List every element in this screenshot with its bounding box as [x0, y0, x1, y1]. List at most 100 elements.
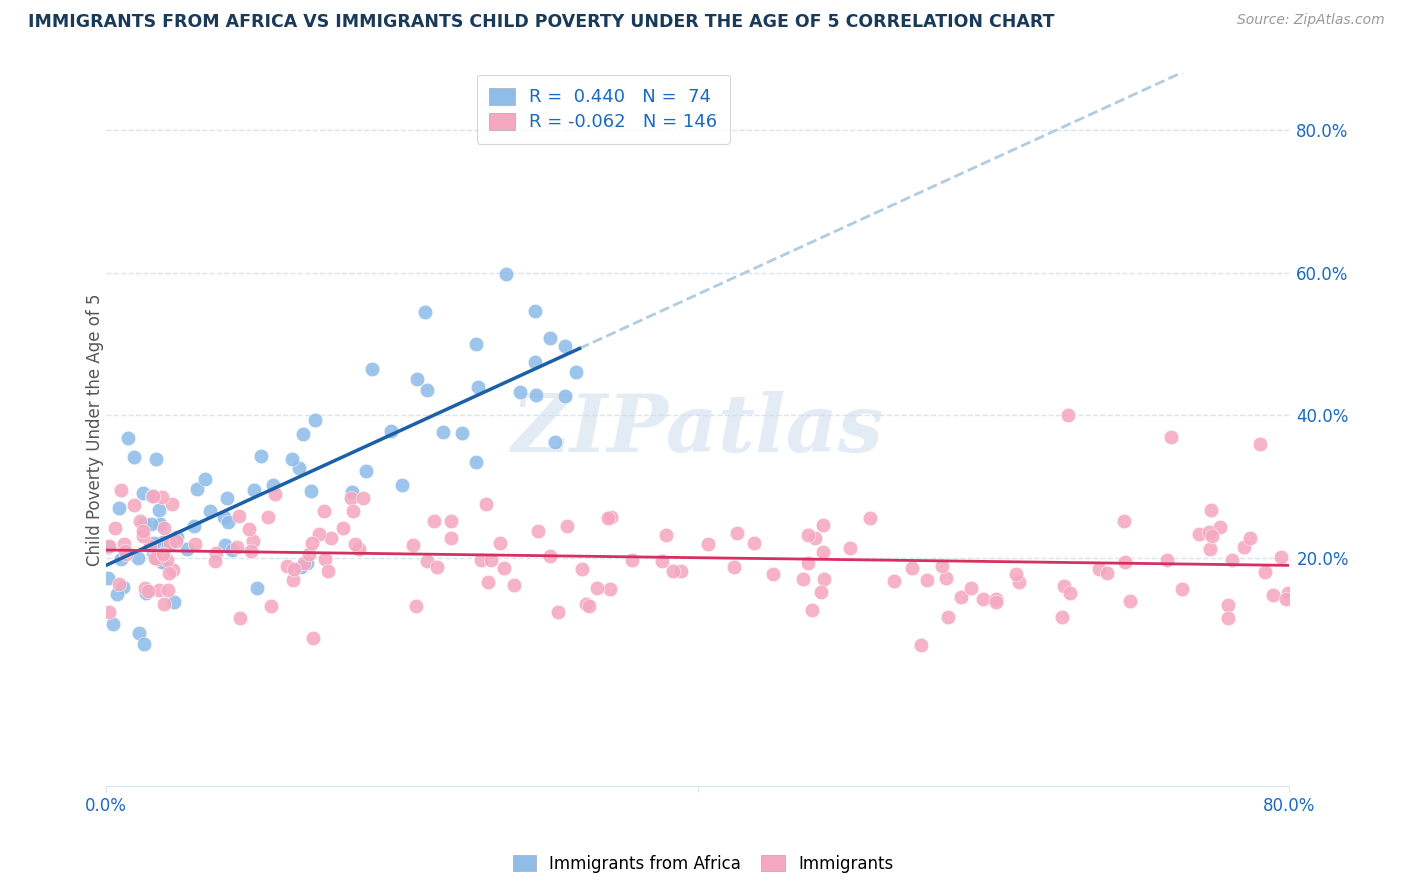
- Point: [150, 490, 173, 504]
- Point: [950, 591, 973, 605]
- Point: [132, 524, 155, 538]
- Point: [354, 464, 377, 478]
- Point: [380, 424, 402, 438]
- Point: [1005, 566, 1028, 581]
- Point: [910, 638, 932, 652]
- Point: [1263, 589, 1285, 603]
- Point: [544, 434, 567, 449]
- Point: [312, 504, 335, 518]
- Point: [145, 452, 167, 467]
- Point: [134, 637, 156, 651]
- Point: [402, 538, 425, 552]
- Point: [405, 372, 427, 386]
- Point: [194, 473, 217, 487]
- Point: [283, 562, 305, 576]
- Point: [152, 555, 174, 569]
- Point: [524, 388, 547, 402]
- Point: [226, 540, 249, 554]
- Point: [1059, 585, 1081, 599]
- Point: [416, 383, 439, 397]
- Point: [198, 504, 221, 518]
- Point: [184, 537, 207, 551]
- Point: [883, 574, 905, 589]
- Point: [859, 511, 882, 525]
- Point: [527, 524, 550, 538]
- Point: [797, 528, 820, 542]
- Point: [298, 548, 321, 562]
- Point: [800, 603, 823, 617]
- Point: [467, 380, 489, 394]
- Point: [155, 538, 177, 552]
- Point: [142, 545, 165, 559]
- Point: [186, 482, 208, 496]
- Point: [105, 587, 128, 601]
- Point: [97, 605, 120, 619]
- Point: [984, 595, 1007, 609]
- Point: [141, 489, 163, 503]
- Point: [426, 560, 449, 574]
- Point: [1198, 541, 1220, 556]
- Point: [839, 541, 862, 556]
- Point: [292, 556, 315, 570]
- Point: [214, 538, 236, 552]
- Point: [157, 566, 180, 580]
- Point: [1199, 503, 1222, 517]
- Point: [136, 583, 159, 598]
- Point: [792, 572, 814, 586]
- Point: [523, 355, 546, 369]
- Point: [796, 556, 818, 570]
- Point: [574, 597, 596, 611]
- Point: [1097, 566, 1119, 580]
- Point: [146, 549, 169, 564]
- Point: [246, 582, 269, 596]
- Legend: Immigrants from Africa, Immigrants: Immigrants from Africa, Immigrants: [506, 848, 900, 880]
- Point: [122, 499, 145, 513]
- Point: [451, 426, 474, 441]
- Point: [229, 611, 252, 625]
- Point: [143, 536, 166, 550]
- Point: [101, 617, 124, 632]
- Point: [97, 571, 120, 585]
- Point: [1220, 553, 1243, 567]
- Point: [1119, 594, 1142, 608]
- Point: [931, 558, 953, 573]
- Point: [152, 535, 174, 549]
- Point: [166, 530, 188, 544]
- Point: [538, 331, 561, 345]
- Point: [304, 413, 326, 427]
- Point: [332, 521, 354, 535]
- Point: [503, 578, 526, 592]
- Point: [1188, 526, 1211, 541]
- Point: [405, 599, 427, 614]
- Point: [314, 552, 336, 566]
- Point: [148, 582, 170, 597]
- Point: [960, 581, 983, 595]
- Point: [159, 537, 181, 551]
- Point: [128, 626, 150, 640]
- Point: [596, 511, 619, 525]
- Point: [148, 503, 170, 517]
- Point: [141, 538, 163, 552]
- Point: [586, 581, 609, 595]
- Point: [391, 478, 413, 492]
- Point: [475, 497, 498, 511]
- Point: [163, 595, 186, 609]
- Point: [470, 553, 492, 567]
- Point: [1156, 553, 1178, 567]
- Point: [157, 582, 180, 597]
- Point: [900, 561, 922, 575]
- Text: ZIPatlas: ZIPatlas: [512, 391, 884, 468]
- Text: IMMIGRANTS FROM AFRICA VS IMMIGRANTS CHILD POVERTY UNDER THE AGE OF 5 CORRELATIO: IMMIGRANTS FROM AFRICA VS IMMIGRANTS CHI…: [28, 13, 1054, 31]
- Point: [1232, 540, 1254, 554]
- Point: [935, 571, 957, 585]
- Point: [204, 554, 226, 568]
- Point: [1277, 586, 1299, 600]
- Point: [262, 478, 284, 492]
- Point: [288, 460, 311, 475]
- Point: [554, 339, 576, 353]
- Point: [915, 573, 938, 587]
- Point: [295, 556, 318, 570]
- Point: [115, 547, 138, 561]
- Point: [600, 509, 623, 524]
- Point: [554, 389, 576, 403]
